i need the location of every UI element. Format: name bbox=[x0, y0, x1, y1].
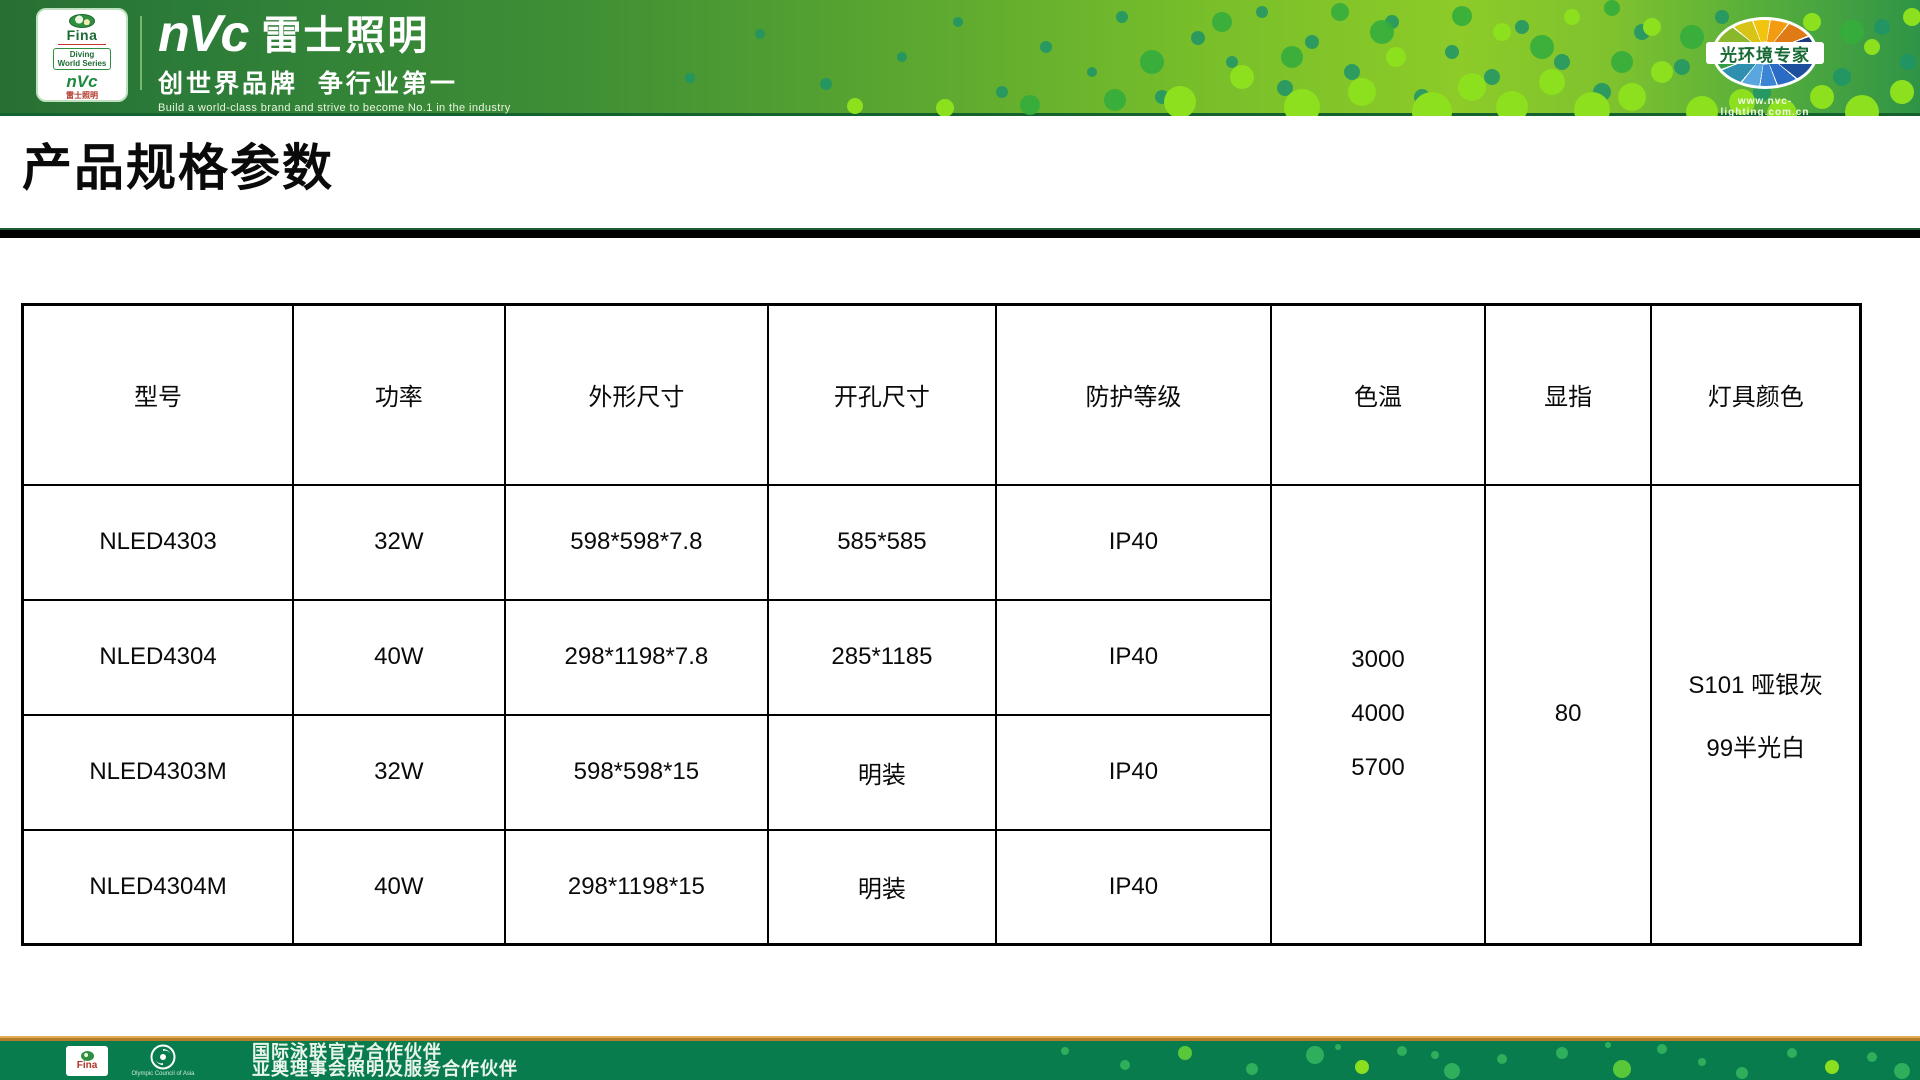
brand-slogan-en: Build a world-class brand and strive to … bbox=[158, 102, 511, 114]
fina-badge-label: Fina bbox=[66, 26, 98, 43]
col-header-cct: 色温 bbox=[1270, 303, 1486, 486]
footer-fina-label: Fina bbox=[76, 1060, 98, 1071]
cell-dimensions: 298*1198*7.8 bbox=[503, 598, 770, 716]
cell-model: NLED4303M bbox=[21, 713, 295, 831]
fina-diving-badge: Fina Diving World Series nVc 雷士照明 bbox=[36, 8, 128, 102]
table-row: NLED4304 40W 298*1198*7.8 285*1185 IP40 bbox=[21, 598, 1861, 716]
page-footer: Fina Olympic Council of Asia 国际泳联官方合作伙伴 … bbox=[0, 1036, 1920, 1080]
light-expert-logo: 光环境专家 bbox=[1706, 17, 1824, 89]
nvc-logo-cn: 雷士照明 bbox=[261, 14, 430, 58]
banner-bubbles-decoration bbox=[685, 0, 1920, 116]
fixture-color-value: S101 哑银灰 bbox=[1688, 672, 1824, 700]
cell-power: 32W bbox=[292, 713, 506, 831]
col-header-model: 型号 bbox=[21, 303, 295, 486]
col-header-power: 功率 bbox=[292, 303, 506, 486]
cell-ip-rating: IP40 bbox=[994, 828, 1273, 946]
page-title: 产品规格参数 bbox=[22, 140, 334, 196]
fina-badge-divider bbox=[58, 43, 106, 45]
brand-slogan-cn: 创世界品牌 争行业第一 bbox=[158, 70, 458, 98]
nvc-logo-block: nVc 雷士照明 创世界品牌 争行业第一 Build a world-class… bbox=[158, 5, 511, 114]
cell-dimensions: 298*1198*15 bbox=[503, 828, 770, 946]
cct-value: 5700 bbox=[1351, 754, 1405, 782]
col-header-dimensions: 外形尺寸 bbox=[503, 303, 770, 486]
cell-dimensions: 598*598*7.8 bbox=[503, 483, 770, 601]
col-header-cri: 显指 bbox=[1483, 303, 1653, 486]
cell-model: NLED4303 bbox=[21, 483, 295, 601]
cell-power: 32W bbox=[292, 483, 506, 601]
cell-ip-rating: IP40 bbox=[994, 713, 1273, 831]
cell-cutout: 285*1185 bbox=[767, 598, 997, 716]
light-expert-label: 光环境专家 bbox=[1706, 42, 1824, 65]
oca-sun-swirl-icon bbox=[150, 1044, 176, 1070]
cct-value: 4000 bbox=[1351, 700, 1405, 728]
cell-fixture-color-merged: S101 哑银灰 99半光白 bbox=[1650, 483, 1862, 946]
footer-oca-logo: Olympic Council of Asia bbox=[131, 1044, 195, 1078]
header-row: 型号 功率 外形尺寸 开孔尺寸 防护等级 色温 显指 灯具颜色 bbox=[21, 303, 1862, 486]
table-row: NLED4303M 32W 598*598*15 明装 IP40 bbox=[21, 713, 1861, 831]
cell-cutout: 明装 bbox=[767, 713, 997, 831]
table-row: NLED4304M 40W 298*1198*15 明装 IP40 bbox=[21, 828, 1861, 946]
title-underline-rule bbox=[0, 228, 1920, 238]
table-row: NLED4303 32W 598*598*7.8 585*585 IP40 30… bbox=[21, 483, 1862, 946]
fina-globe-icon bbox=[69, 14, 95, 28]
footer-bar: Fina Olympic Council of Asia 国际泳联官方合作伙伴 … bbox=[0, 1041, 1920, 1080]
col-header-cutout: 开孔尺寸 bbox=[767, 303, 997, 486]
badge-nvc-cn-text: 雷士照明 bbox=[66, 91, 98, 100]
footer-bubbles-decoration bbox=[1061, 1042, 1910, 1079]
cell-cutout: 585*585 bbox=[767, 483, 997, 601]
partnership-line2: 亚奥理事会照明及服务合作伙伴 bbox=[252, 1059, 518, 1079]
fina-globe-icon bbox=[80, 1051, 94, 1061]
cct-value: 3000 bbox=[1351, 646, 1405, 674]
badge-nvc-logo-text: nVc bbox=[66, 72, 98, 91]
cell-cutout: 明装 bbox=[767, 828, 997, 946]
cell-power: 40W bbox=[292, 828, 506, 946]
oca-label: Olympic Council of Asia bbox=[131, 1071, 195, 1077]
col-header-ip-rating: 防护等级 bbox=[994, 303, 1273, 486]
cell-cct-merged: 3000 4000 5700 bbox=[1270, 483, 1486, 946]
series-line2: World Series bbox=[57, 59, 107, 68]
footer-fina-logo: Fina bbox=[66, 1046, 108, 1076]
fixture-color-value: 99半光白 bbox=[1706, 735, 1806, 763]
cell-ip-rating: IP40 bbox=[994, 598, 1273, 716]
cell-dimensions: 598*598*15 bbox=[503, 713, 770, 831]
series-line1: Diving bbox=[69, 50, 95, 59]
partnership-line1: 国际泳联官方合作伙伴 bbox=[252, 1042, 442, 1062]
website-url: www.nvc-lighting.com.cn bbox=[1720, 96, 1810, 118]
product-spec-table: 型号 功率 外形尺寸 开孔尺寸 防护等级 色温 显指 灯具颜色 NLED4303… bbox=[21, 303, 1862, 946]
cell-cri-merged: 80 bbox=[1483, 483, 1653, 946]
cell-power: 40W bbox=[292, 598, 506, 716]
nvc-logo-latin: nVc bbox=[158, 5, 249, 63]
cell-model: NLED4304M bbox=[21, 828, 295, 946]
cell-ip-rating: IP40 bbox=[994, 483, 1273, 601]
cell-model: NLED4304 bbox=[21, 598, 295, 716]
top-banner: Fina Diving World Series nVc 雷士照明 nVc 雷士… bbox=[0, 0, 1920, 118]
partnership-text: 国际泳联官方合作伙伴 亚奥理事会照明及服务合作伙伴 bbox=[252, 1042, 518, 1079]
diving-world-series-box: Diving World Series bbox=[52, 48, 112, 70]
banner-divider-line bbox=[140, 16, 142, 90]
col-header-fixture-color: 灯具颜色 bbox=[1650, 303, 1862, 486]
footer-gold-line bbox=[0, 1036, 1920, 1041]
